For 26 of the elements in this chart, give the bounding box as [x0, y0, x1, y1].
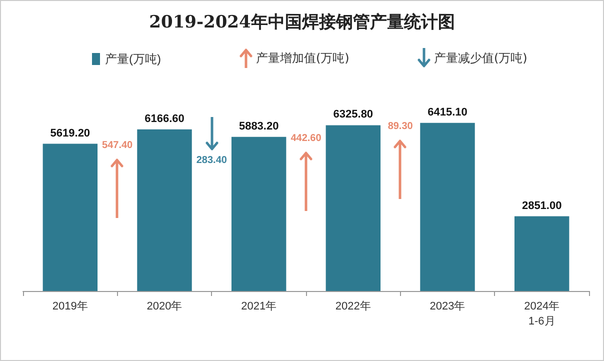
data-label: 6415.10 [428, 106, 468, 118]
legend-label: 产量(万吨) [105, 52, 161, 66]
x-tick-label: 2020年 [146, 300, 182, 312]
x-tick-label: 2019年 [52, 300, 88, 312]
annotation: 547.40 [101, 140, 134, 151]
bar [514, 216, 570, 291]
annotation: 283.40 [195, 154, 228, 166]
annotation: 89.30 [386, 121, 414, 132]
data-label: 5883.20 [238, 120, 279, 132]
x-tick-label: 2022年 [335, 300, 371, 312]
x-tick-label: 2024年 1-6月 [524, 300, 560, 328]
data-label: 6325.80 [333, 108, 374, 121]
bar [326, 125, 381, 291]
data-label: 6166.60 [144, 112, 184, 125]
bar [137, 129, 192, 291]
data-label: 2851.00 [522, 200, 562, 212]
annotation: 442.60 [290, 132, 322, 144]
text: 产量减少值(万吨) [434, 50, 528, 67]
x-tick-label: 2023年 [430, 300, 466, 312]
text: 产量增加值(万吨) [256, 50, 350, 67]
bar [420, 122, 475, 291]
bar [231, 136, 286, 291]
data-label: 5619.20 [50, 127, 90, 140]
chart-title: 2019-2024年中国焊接钢管产量统计图 [149, 12, 455, 32]
bar [42, 144, 98, 291]
x-tick-label: 2021年 [241, 300, 277, 312]
